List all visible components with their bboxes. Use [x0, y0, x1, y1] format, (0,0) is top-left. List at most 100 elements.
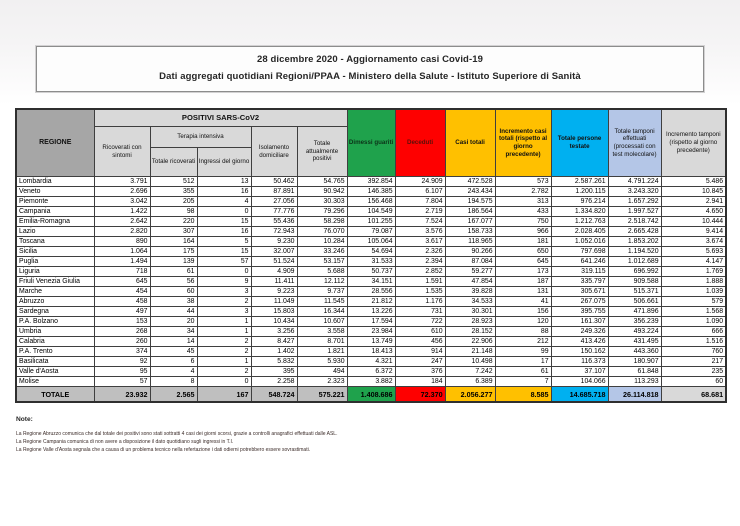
value-cell: 2.642	[93, 216, 151, 227]
table-row: Campania 1.422 98 0 77.776 79.296 104.549 2.719…	[15, 206, 727, 217]
column-header-ti-ingressi-giorno: Ingressi del giorno	[196, 147, 252, 177]
value-cell: 120	[494, 316, 552, 327]
value-cell: 515.371	[607, 286, 662, 297]
value-cell: 4.321	[346, 356, 396, 367]
total-value-cell: 23.932	[93, 386, 151, 403]
value-cell: 2.782	[494, 186, 552, 197]
value-cell: 431.495	[607, 336, 662, 347]
value-cell: 1.769	[660, 266, 727, 277]
region-name-cell: Molise	[15, 376, 95, 387]
value-cell: 77.776	[250, 206, 298, 217]
value-cell: 41	[494, 296, 552, 307]
value-cell: 6.372	[346, 366, 396, 377]
total-value-cell: 14.685.718	[550, 386, 609, 403]
value-cell: 11.411	[250, 276, 298, 287]
value-cell: 146.385	[346, 186, 396, 197]
table-row: P.A. Bolzano 153 20 1 10.434 10.607 17.594 722 2…	[15, 316, 727, 327]
total-value-cell: 2.056.277	[444, 386, 496, 403]
value-cell: 2.852	[394, 266, 446, 277]
table-row: Piemonte 3.042 205 4 27.056 30.303 156.468 7.80…	[15, 196, 727, 207]
value-cell: 5.693	[660, 246, 727, 257]
region-name-cell: Marche	[15, 286, 95, 297]
value-cell: 3.243.320	[607, 186, 662, 197]
value-cell: 8.701	[296, 336, 348, 347]
value-cell: 10.284	[296, 236, 348, 247]
value-cell: 305.671	[550, 286, 609, 297]
value-cell: 150.162	[550, 346, 609, 357]
value-cell: 573	[494, 176, 552, 187]
value-cell: 443.360	[607, 346, 662, 357]
value-cell: 11.049	[250, 296, 298, 307]
value-cell: 1.997.527	[607, 206, 662, 217]
value-cell: 87.891	[250, 186, 298, 197]
value-cell: 59.277	[444, 266, 496, 277]
value-cell: 180.907	[607, 356, 662, 367]
value-cell: 797.698	[550, 246, 609, 257]
value-cell: 2.696	[93, 186, 151, 197]
value-cell: 1.334.820	[550, 206, 609, 217]
value-cell: 750	[494, 216, 552, 227]
value-cell: 914	[394, 346, 446, 357]
value-cell: 21.812	[346, 296, 396, 307]
value-cell: 32.007	[250, 246, 298, 257]
value-cell: 34	[149, 326, 198, 337]
value-cell: 2.326	[394, 246, 446, 257]
value-cell: 3.558	[296, 326, 348, 337]
column-header-attualmente-positivi: Totale attualmente positivi	[296, 126, 348, 177]
value-cell: 99	[494, 346, 552, 357]
value-cell: 2.587.261	[550, 176, 609, 187]
value-cell: 56	[149, 276, 198, 287]
value-cell: 497	[93, 306, 151, 317]
column-header-deceduti: Deceduti	[394, 108, 446, 177]
value-cell: 8.427	[250, 336, 298, 347]
value-cell: 645	[494, 256, 552, 267]
value-cell: 15.803	[250, 306, 298, 317]
value-cell: 260	[93, 336, 151, 347]
value-cell: 506.661	[607, 296, 662, 307]
value-cell: 7.524	[394, 216, 446, 227]
value-cell: 1.212.763	[550, 216, 609, 227]
value-cell: 2	[196, 296, 252, 307]
value-cell: 3.882	[346, 376, 396, 387]
value-cell: 666	[660, 326, 727, 337]
value-cell: 45	[149, 346, 198, 357]
table-row: Veneto 2.696 355 16 87.891 90.942 146.385 6.107…	[15, 186, 727, 197]
value-cell: 11.545	[296, 296, 348, 307]
value-cell: 395	[250, 366, 298, 377]
column-header-dimessi-guariti: Dimessi guariti	[346, 108, 396, 177]
value-cell: 31.533	[346, 256, 396, 267]
value-cell: 356.239	[607, 316, 662, 327]
value-cell: 30.301	[444, 306, 496, 317]
value-cell: 101.255	[346, 216, 396, 227]
value-cell: 2.719	[394, 206, 446, 217]
value-cell: 2	[196, 346, 252, 357]
value-cell: 2.323	[296, 376, 348, 387]
value-cell: 7.242	[444, 366, 496, 377]
value-cell: 28.152	[444, 326, 496, 337]
value-cell: 28.556	[346, 286, 396, 297]
note-line-campania: La Regione Campania comunica di non aver…	[16, 439, 234, 445]
value-cell: 153	[93, 316, 151, 327]
value-cell: 3	[196, 286, 252, 297]
value-cell: 319.115	[550, 266, 609, 277]
value-cell: 1.194.520	[607, 246, 662, 257]
value-cell: 471.896	[607, 306, 662, 317]
value-cell: 433	[494, 206, 552, 217]
value-cell: 3.791	[93, 176, 151, 187]
value-cell: 1	[196, 326, 252, 337]
column-header-casi-totali: Casi totali	[444, 108, 496, 177]
table-row: Molise 57 8 0 2.258 2.323 3.882 184 6.389 7 104.06…	[15, 376, 727, 387]
value-cell: 118.965	[444, 236, 496, 247]
value-cell: 57	[196, 256, 252, 267]
value-cell: 2.941	[660, 196, 727, 207]
value-cell: 1.200.115	[550, 186, 609, 197]
value-cell: 60	[149, 286, 198, 297]
value-cell: 472.528	[444, 176, 496, 187]
value-cell: 167.077	[444, 216, 496, 227]
value-cell: 1.494	[93, 256, 151, 267]
total-label-cell: TOTALE	[15, 386, 95, 403]
value-cell: 90.942	[296, 186, 348, 197]
value-cell: 24.909	[394, 176, 446, 187]
value-cell: 456	[394, 336, 446, 347]
table-row: Marche 454 60 3 9.223 9.737 28.556 1.535 39.828 1…	[15, 286, 727, 297]
